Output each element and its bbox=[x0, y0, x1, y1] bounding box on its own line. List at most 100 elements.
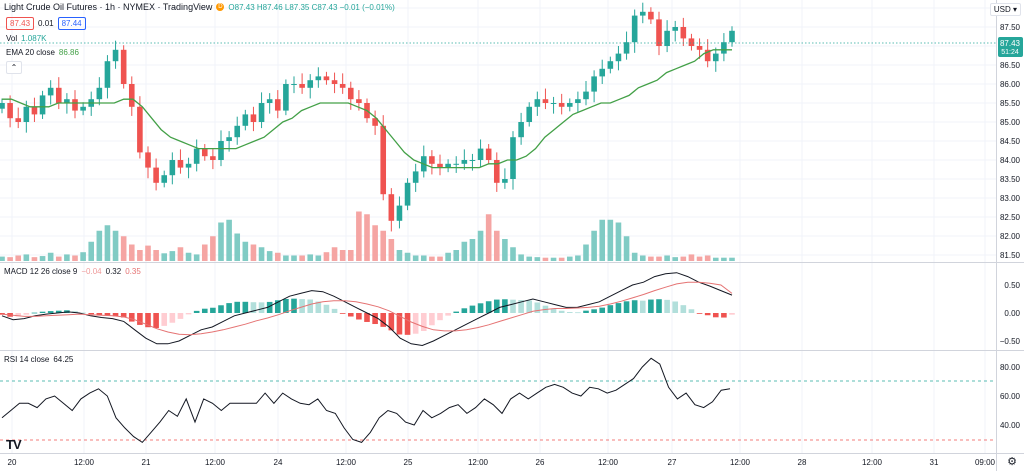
candle bbox=[648, 11, 654, 20]
price-tick-label: 84.50 bbox=[1000, 137, 1021, 146]
candle bbox=[242, 114, 249, 126]
macd-legend: MACD 12 26 close 9 −0.04 0.32 0.35 bbox=[4, 267, 141, 276]
candle bbox=[15, 118, 22, 122]
macd-histogram-bar bbox=[315, 301, 322, 313]
candle bbox=[672, 27, 679, 31]
volume-bar bbox=[429, 256, 435, 261]
price-tick-label: 85.00 bbox=[1000, 118, 1021, 127]
candle bbox=[656, 19, 662, 46]
rsi-legend-label[interactable]: RSI 14 close bbox=[4, 355, 50, 364]
volume-bar bbox=[534, 257, 541, 261]
macd-histogram-bar bbox=[639, 300, 646, 313]
macd-histogram-bar bbox=[137, 313, 143, 325]
ema-legend-label[interactable]: EMA 20 close bbox=[6, 48, 55, 57]
volume-bar bbox=[372, 225, 378, 261]
volume-bar bbox=[266, 251, 273, 261]
macd-histogram-bar bbox=[534, 302, 541, 313]
volume-bar bbox=[704, 255, 711, 261]
candle bbox=[201, 148, 208, 157]
candle bbox=[23, 106, 30, 122]
currency-selector[interactable]: USD ▾ bbox=[989, 3, 1021, 16]
candle bbox=[550, 103, 557, 104]
candle bbox=[469, 160, 476, 161]
symbol-title[interactable]: Light Crude Oil Futures · 1h · NYMEX · T… bbox=[4, 2, 213, 12]
volume-bar bbox=[153, 250, 159, 261]
macd-histogram-bar bbox=[169, 313, 176, 323]
macd-histogram-bar bbox=[364, 313, 370, 322]
candle bbox=[518, 122, 524, 138]
macd-histogram-bar bbox=[153, 313, 159, 329]
volume-bar bbox=[201, 244, 208, 261]
macd-histogram-bar bbox=[607, 305, 614, 313]
rsi-axis: 80.00 60.00 40.00 bbox=[1000, 363, 1021, 430]
candle bbox=[712, 53, 719, 62]
candle bbox=[412, 171, 419, 183]
market-status-icon[interactable]: D bbox=[216, 3, 225, 11]
vol-legend: Vol 1.087K bbox=[6, 34, 46, 43]
collapse-legend-button[interactable]: ⌃ bbox=[6, 61, 22, 74]
volume-bar bbox=[145, 245, 151, 261]
macd-histogram-bar bbox=[47, 311, 54, 313]
candle bbox=[210, 156, 216, 160]
macd-histogram-bar bbox=[599, 307, 606, 313]
volume-bar bbox=[291, 255, 297, 261]
volume-bar bbox=[575, 255, 581, 261]
time-tick-label: 31 bbox=[930, 458, 939, 467]
volume-bar bbox=[55, 256, 62, 261]
macd-tick-label: −0.50 bbox=[1000, 337, 1021, 346]
macd-histogram-bar bbox=[104, 313, 111, 316]
macd-histogram-bar bbox=[31, 312, 38, 314]
macd-histogram-bar bbox=[648, 299, 654, 313]
bid-button[interactable]: 87.43 bbox=[6, 17, 35, 30]
macd-histogram-bar bbox=[242, 301, 249, 313]
volume-bar bbox=[72, 255, 78, 261]
volume-bar bbox=[31, 257, 38, 261]
ask-button[interactable]: 87.44 bbox=[57, 17, 86, 30]
volume-bar bbox=[566, 256, 573, 261]
volume-bar bbox=[639, 255, 646, 261]
candle bbox=[96, 87, 103, 100]
macd-histogram-bar bbox=[356, 313, 362, 320]
time-tick-label: 12:00 bbox=[74, 458, 95, 467]
volume-bar bbox=[242, 241, 249, 261]
macd-histogram-bar bbox=[461, 308, 468, 313]
macd-histogram-bar bbox=[88, 313, 95, 315]
volume-bar bbox=[518, 254, 524, 261]
currency-label: USD bbox=[993, 5, 1011, 14]
time-tick-label: 12:00 bbox=[730, 458, 751, 467]
ema-legend: EMA 20 close 86.86 bbox=[6, 48, 79, 57]
time-tick-label: 12:00 bbox=[598, 458, 619, 467]
candle bbox=[177, 160, 184, 168]
volume-bar bbox=[177, 247, 184, 261]
gear-icon[interactable]: ⚙ bbox=[1007, 456, 1017, 468]
volume-bar bbox=[729, 257, 735, 261]
rsi-legend-value: 64.25 bbox=[53, 355, 74, 364]
tradingview-logo[interactable]: TV bbox=[6, 437, 22, 452]
macd-histogram-bar bbox=[729, 313, 735, 315]
macd-histogram-bar bbox=[234, 301, 241, 313]
volume-bar bbox=[23, 254, 30, 261]
candle bbox=[331, 80, 338, 84]
macd-histogram-bar bbox=[201, 308, 208, 313]
candle bbox=[234, 125, 241, 138]
candle bbox=[566, 103, 573, 107]
macd-legend-label[interactable]: MACD 12 26 close 9 bbox=[4, 267, 78, 276]
price-tick-label: 82.00 bbox=[1000, 232, 1021, 241]
macd-histogram-bar bbox=[429, 313, 435, 326]
candle bbox=[323, 76, 330, 81]
price-tick-label: 85.50 bbox=[1000, 99, 1021, 108]
macd-histogram-bar bbox=[615, 303, 622, 313]
macd-histogram-bar bbox=[712, 313, 719, 318]
volume-bar bbox=[688, 254, 695, 261]
volume-bar bbox=[558, 257, 565, 261]
time-tick-label: 26 bbox=[536, 458, 545, 467]
candle bbox=[615, 53, 622, 62]
price-tick-label: 82.50 bbox=[1000, 213, 1021, 222]
candle bbox=[274, 99, 281, 111]
candle bbox=[639, 11, 646, 16]
vol-legend-label: Vol bbox=[6, 34, 18, 43]
volume-bar bbox=[323, 252, 330, 261]
volume-bar bbox=[420, 255, 427, 261]
